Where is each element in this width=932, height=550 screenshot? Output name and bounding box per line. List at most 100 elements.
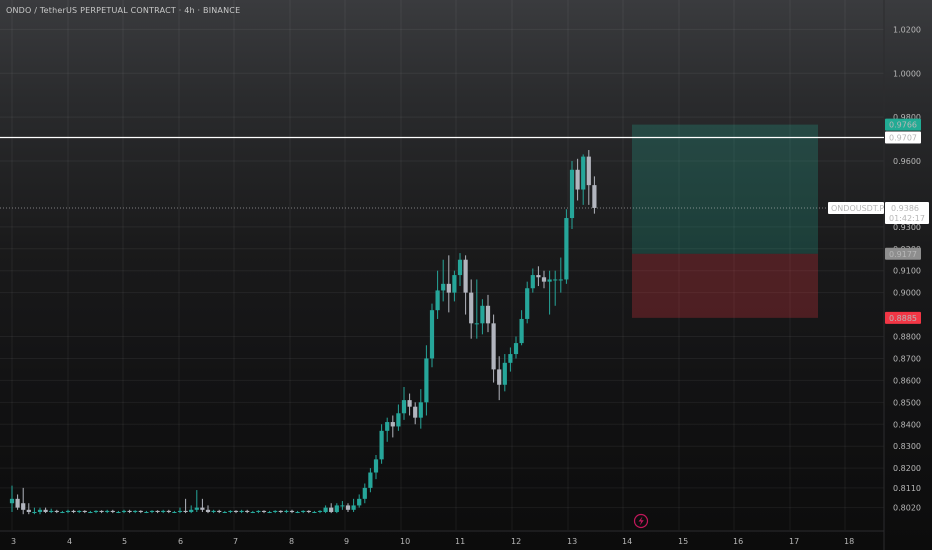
candle-body [474, 323, 479, 325]
candle-body [284, 510, 289, 512]
time-tick-label: 16 [733, 537, 743, 546]
candle-body [390, 422, 395, 427]
stop-price-label-bg [885, 311, 921, 324]
time-tick-label: 6 [178, 537, 183, 546]
candle-body [43, 509, 48, 512]
time-tick-label: 4 [67, 537, 72, 546]
candle-body [161, 510, 166, 512]
countdown-label: 01:42:17 [889, 214, 925, 223]
candle-body [82, 510, 87, 512]
candle-body [536, 275, 541, 278]
candle-body [323, 507, 328, 512]
candle-body [407, 400, 412, 407]
candle-body [239, 510, 244, 512]
candle-body [345, 505, 351, 510]
candle-body [569, 169, 575, 219]
time-tick-label: 5 [122, 537, 127, 546]
candle-body [530, 275, 535, 289]
candle-body [155, 510, 160, 512]
candle-body [497, 369, 502, 385]
candle-body [177, 510, 183, 512]
time-tick-label: 10 [400, 537, 410, 546]
candle-body [306, 510, 311, 512]
candle-body [110, 510, 115, 512]
candle-body [26, 509, 31, 512]
candle-body [205, 509, 211, 512]
candle-body [189, 509, 194, 512]
candle-body [485, 305, 491, 324]
candle-body [564, 218, 569, 280]
candle-body [267, 512, 272, 513]
candle-body [357, 498, 362, 506]
candle-body [9, 498, 15, 504]
candle-body [172, 512, 177, 513]
candle-body [250, 512, 255, 513]
candle-body [99, 510, 104, 512]
candle-body [334, 505, 339, 512]
candle-body [116, 512, 121, 513]
candle-body [553, 279, 558, 281]
candle-body [491, 323, 496, 370]
candle-body [256, 510, 261, 512]
target-price-label: 0.9766 [889, 121, 917, 130]
time-tick-label: 18 [844, 537, 854, 546]
price-tick-label: 0.9100 [893, 267, 921, 276]
candle-body [457, 259, 463, 276]
price-tick-label: 0.8200 [893, 464, 921, 473]
candle-body [429, 310, 435, 359]
lightning-glyph [638, 516, 644, 526]
time-tick-label: 9 [344, 537, 349, 546]
time-tick-label: 8 [289, 537, 294, 546]
time-tick-label: 13 [567, 537, 577, 546]
position-target-zone[interactable] [632, 124, 818, 254]
symbol-label-bg [828, 201, 884, 214]
candle-body [480, 305, 485, 324]
candle-body [121, 510, 127, 512]
price-tick-label: 0.8400 [893, 420, 921, 429]
candle-body [317, 510, 323, 512]
candle-body [65, 510, 71, 512]
candle-body [441, 283, 446, 291]
time-tick-label: 17 [789, 537, 799, 546]
candle-body [211, 510, 216, 512]
candle-body [289, 510, 295, 512]
candle-body [261, 510, 267, 512]
candle-body [194, 507, 199, 510]
candle-body [21, 503, 26, 510]
price-tick-label: 0.8500 [893, 398, 921, 407]
candle-body [373, 459, 379, 473]
candle-body [592, 185, 597, 208]
price-tick-label: 0.9800 [893, 113, 921, 122]
candle-body [525, 288, 530, 319]
candle-body [166, 510, 171, 512]
candle-body [575, 169, 580, 190]
candle-body [273, 510, 278, 512]
candle-body [183, 510, 188, 512]
candle-body [413, 406, 418, 418]
lightning-icon[interactable] [633, 513, 649, 529]
candle-body [502, 362, 507, 385]
candle-body [138, 510, 143, 512]
price-tick-label: 0.8020 [893, 504, 921, 513]
candle-body [245, 510, 250, 512]
candle-body [222, 512, 227, 513]
candle-body [368, 472, 373, 488]
candle-body [105, 510, 110, 512]
candle-body [463, 259, 468, 293]
candle-body [228, 510, 233, 512]
time-tick-label: 3 [11, 537, 16, 546]
candle-body [312, 512, 317, 513]
candle-body [200, 507, 205, 510]
candle-body [379, 430, 384, 460]
time-tick-label: 7 [233, 537, 238, 546]
price-tick-label: 0.8300 [893, 442, 921, 451]
chart-title: ONDO / TetherUS PERPETUAL CONTRACT · 4h … [6, 6, 241, 15]
position-stop-zone[interactable] [632, 253, 818, 318]
candle-body [424, 358, 429, 403]
candle-body [49, 510, 54, 512]
price-tick-label: 0.8110 [893, 484, 921, 493]
price-tick-label: 0.9600 [893, 157, 921, 166]
candle-body [513, 343, 519, 355]
